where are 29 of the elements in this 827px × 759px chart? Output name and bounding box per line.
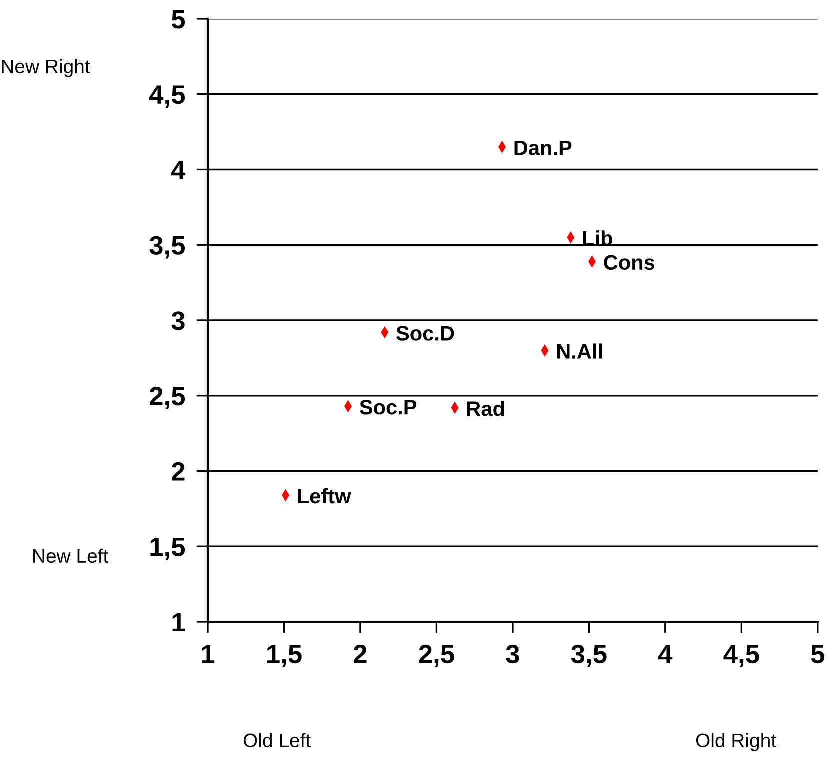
y-tick-label: 5: [172, 10, 186, 29]
text: Old Left: [244, 733, 311, 748]
annotation: Rad: [468, 400, 504, 416]
y-tick-label: 1: [172, 613, 186, 632]
text: Old Right: [696, 733, 776, 752]
annotation: Soc.P: [360, 400, 417, 415]
text: New Right: [2, 59, 90, 78]
y-tick-label: 1,5: [150, 538, 186, 560]
x-tick-label: 3: [506, 644, 520, 664]
y-tick-label: 3: [172, 312, 185, 330]
annotation: Leftw: [298, 488, 352, 504]
x-tick-label: 1: [202, 645, 215, 664]
x-tick-label: 4: [658, 645, 673, 664]
x-tick-label: 2: [354, 644, 367, 664]
y-tick-label: 4: [171, 161, 186, 180]
x-tick-label: 2,5: [419, 644, 454, 668]
annotation: N.All: [557, 344, 602, 359]
annotation: Dan.P: [514, 140, 572, 156]
y-tick-label: 4,5: [149, 86, 186, 108]
y-tick-label: 2: [172, 462, 185, 481]
annotation: Soc.D: [396, 326, 454, 341]
y-tick-label: 3,5: [150, 236, 186, 259]
x-tick-label: 3,5: [571, 644, 607, 668]
x-tick-label: 1,5: [268, 645, 302, 668]
y-tick-label: 2,5: [150, 387, 186, 410]
annotation: Cons: [604, 255, 655, 270]
x-tick-label: 4,5: [724, 645, 760, 668]
x-tick-label: 5: [811, 645, 825, 664]
text: New Left: [34, 548, 109, 564]
